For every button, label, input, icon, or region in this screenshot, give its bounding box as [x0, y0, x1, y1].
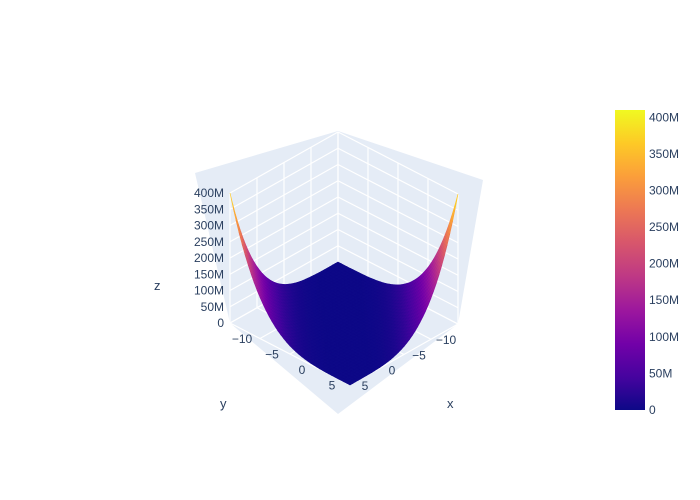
colorbar-tick-label: 350M	[649, 147, 679, 161]
z-tick-label: 300M	[194, 219, 224, 233]
back-wall-right	[338, 131, 483, 324]
z-tick-label: 0	[217, 316, 224, 330]
colorbar-tick-label: 250M	[649, 220, 679, 234]
colorbar-tick-label: 0	[649, 403, 656, 417]
colorbar-tick-label: 400M	[649, 110, 679, 124]
colorbar-ticks: 0 50M 100M 150M 200M 250M 300M 350M 400M	[649, 110, 679, 417]
x-tick-label: −10	[232, 332, 253, 346]
z-tick-label: 50M	[201, 300, 224, 314]
z-tick-label: 150M	[194, 267, 224, 281]
y-axis-title: y	[220, 396, 227, 411]
colorbar-tick-label: 100M	[649, 330, 679, 344]
z-tick-label: 350M	[194, 202, 224, 216]
back-wall-left	[195, 131, 338, 323]
z-tick-label: 400M	[194, 186, 224, 200]
surface-plot	[229, 192, 459, 386]
colorbar-tick-label: 150M	[649, 293, 679, 307]
x-tick-label: −5	[265, 348, 279, 362]
z-tick-label: 250M	[194, 235, 224, 249]
y-tick-label: 5	[362, 379, 369, 393]
x-axis-title: x	[447, 396, 454, 411]
colorbar-tick-label: 200M	[649, 257, 679, 271]
y-tick-label: −10	[436, 333, 457, 347]
axis-labels: 0 50M 100M 150M 200M 250M 300M 350M 400M −10 −5 0 5 −…	[194, 186, 457, 393]
z-tick-label: 200M	[194, 251, 224, 265]
y-tick-label: 0	[389, 364, 396, 378]
colorbar-tick-label: 50M	[649, 366, 672, 380]
z-tick-label: 100M	[194, 284, 224, 298]
x-tick-label: 0	[299, 363, 306, 377]
colorbar-tick-label: 300M	[649, 183, 679, 197]
y-tick-label: −5	[412, 348, 426, 362]
z-axis-title: z	[154, 278, 161, 293]
x-tick-label: 5	[329, 379, 336, 393]
colorbar	[615, 110, 645, 410]
surface-patch	[346, 381, 354, 386]
